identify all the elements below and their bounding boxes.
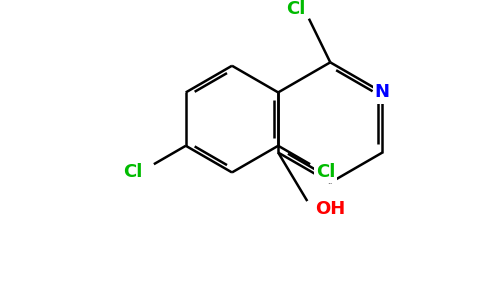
Text: N: N xyxy=(375,83,390,101)
Text: Cl: Cl xyxy=(123,163,142,181)
Text: Cl: Cl xyxy=(316,163,335,181)
Text: Cl: Cl xyxy=(286,0,305,18)
Text: OH: OH xyxy=(316,200,346,218)
